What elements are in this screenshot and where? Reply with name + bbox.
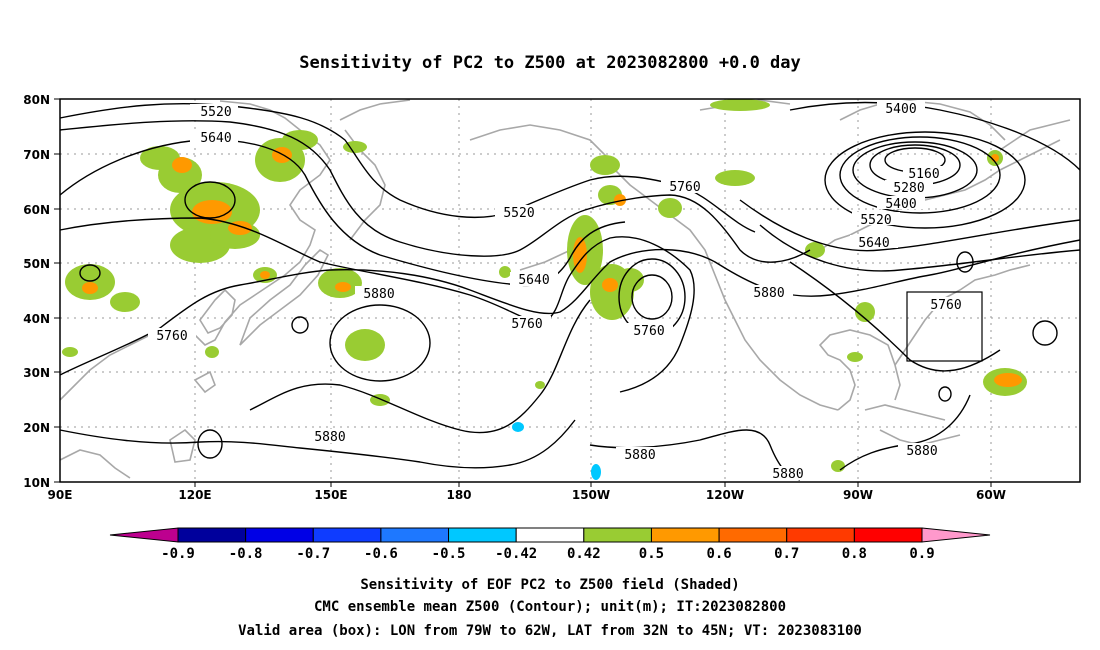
lat-label: 10N: [23, 476, 50, 490]
colorbar-segment: [312, 527, 382, 543]
contour-label: 5760: [511, 317, 542, 332]
colorbar-segment: [853, 527, 923, 543]
lat-label: 80N: [23, 93, 50, 107]
colorbar-left-extension: [109, 527, 179, 543]
colorbar-tick-label: 0.7: [774, 546, 799, 562]
colorbar-segment: [583, 527, 652, 543]
lat-ticks: [54, 98, 60, 483]
lat-label: 20N: [23, 421, 50, 435]
lon-label: 120E: [178, 488, 211, 502]
colorbar-segment: [448, 527, 517, 543]
lon-label: 90E: [48, 488, 73, 502]
colorbar-tick-label: 0.5: [639, 546, 664, 562]
colorbar-tick-label: 0.42: [567, 546, 601, 562]
contour-label: 5280: [893, 181, 924, 196]
colorbar-segment: [380, 527, 450, 543]
lat-label: 40N: [23, 312, 50, 326]
valid-area-box: [906, 291, 983, 362]
contour-label: 5520: [200, 105, 231, 120]
lon-label: 60W: [976, 488, 1006, 502]
lon-label: 90W: [843, 488, 873, 502]
colorbar-tick-label: 0.6: [706, 546, 731, 562]
contour-label: 5760: [156, 329, 187, 344]
contour-label: 5880: [363, 287, 394, 302]
lon-label: 150W: [572, 488, 610, 502]
z500-contours: [59, 101, 1081, 481]
contour-label: 5760: [669, 180, 700, 195]
lat-label: 70N: [23, 148, 50, 162]
colorbar-tick-label: -0.42: [495, 546, 537, 562]
contour-label: 5520: [503, 206, 534, 221]
contour-label: 5640: [858, 236, 889, 251]
lat-label: 60N: [23, 203, 50, 217]
colorbar-segment: [786, 527, 855, 543]
colorbar-tick-label: -0.5: [432, 546, 466, 562]
colorbar-segment: [515, 527, 585, 543]
colorbar-tick-label: 0.8: [842, 546, 867, 562]
longitude-labels: 90E 120E 150E 180 150W 120W 90W 60W: [48, 488, 1006, 502]
contour-label: 5760: [930, 298, 961, 313]
contour-label: 5400: [885, 102, 916, 117]
caption-line: Valid area (box): LON from 79W to 62W, L…: [238, 623, 862, 639]
contour-label: 5640: [200, 131, 231, 146]
colorbar-tick-labels: -0.9 -0.8 -0.7 -0.6 -0.5 -0.42 0.42 0.5 0.6 0.7 0.…: [161, 546, 935, 562]
colorbar-right-extension: [921, 527, 991, 543]
map-title: Sensitivity of PC2 to Z500 at 2023082800…: [299, 53, 801, 73]
lon-label: 120W: [706, 488, 744, 502]
lon-ticks: [194, 482, 992, 487]
contour-label: 5400: [885, 197, 916, 212]
contour-label: 5760: [633, 324, 664, 339]
contour-label: 5520: [860, 213, 891, 228]
contour-label: 5640: [518, 273, 549, 288]
colorbar-segment: [177, 527, 247, 543]
contour-label: 5160: [908, 167, 939, 182]
lat-label: 50N: [23, 257, 50, 271]
contour-label: 5880: [753, 286, 784, 301]
colorbar-tick-label: -0.9: [161, 546, 195, 562]
lon-label: 180: [446, 488, 471, 502]
contour-labels: 5520 5640 5520 5640 5760 5760 5880 5760 …: [148, 101, 970, 482]
latitude-labels: 80N 70N 60N 50N 40N 30N 20N 10N: [23, 93, 50, 490]
contour-label: 5880: [314, 430, 345, 445]
colorbar-segment: [718, 527, 788, 543]
caption-line: CMC ensemble mean Z500 (Contour); unit(m…: [314, 599, 786, 615]
caption-line: Sensitivity of EOF PC2 to Z500 field (Sh…: [360, 577, 739, 593]
colorbar-tick-label: -0.6: [364, 546, 398, 562]
contour-label: 5880: [906, 444, 937, 459]
colorbar-tick-label: -0.7: [296, 546, 330, 562]
colorbar-segment: [245, 527, 314, 543]
contour-label: 5880: [624, 448, 655, 463]
colorbar: [109, 527, 991, 543]
colorbar-segment: [650, 527, 720, 543]
captions: Sensitivity of EOF PC2 to Z500 field (Sh…: [238, 577, 862, 639]
lat-label: 30N: [23, 366, 50, 380]
colorbar-tick-label: -0.8: [229, 546, 263, 562]
colorbar-tick-label: 0.9: [909, 546, 934, 562]
lon-label: 150E: [314, 488, 347, 502]
map-frame: [59, 98, 1081, 483]
contour-label: 5880: [772, 467, 803, 482]
map-panel: 5520 5640 5520 5640 5760 5760 5880 5760 …: [59, 98, 1081, 483]
